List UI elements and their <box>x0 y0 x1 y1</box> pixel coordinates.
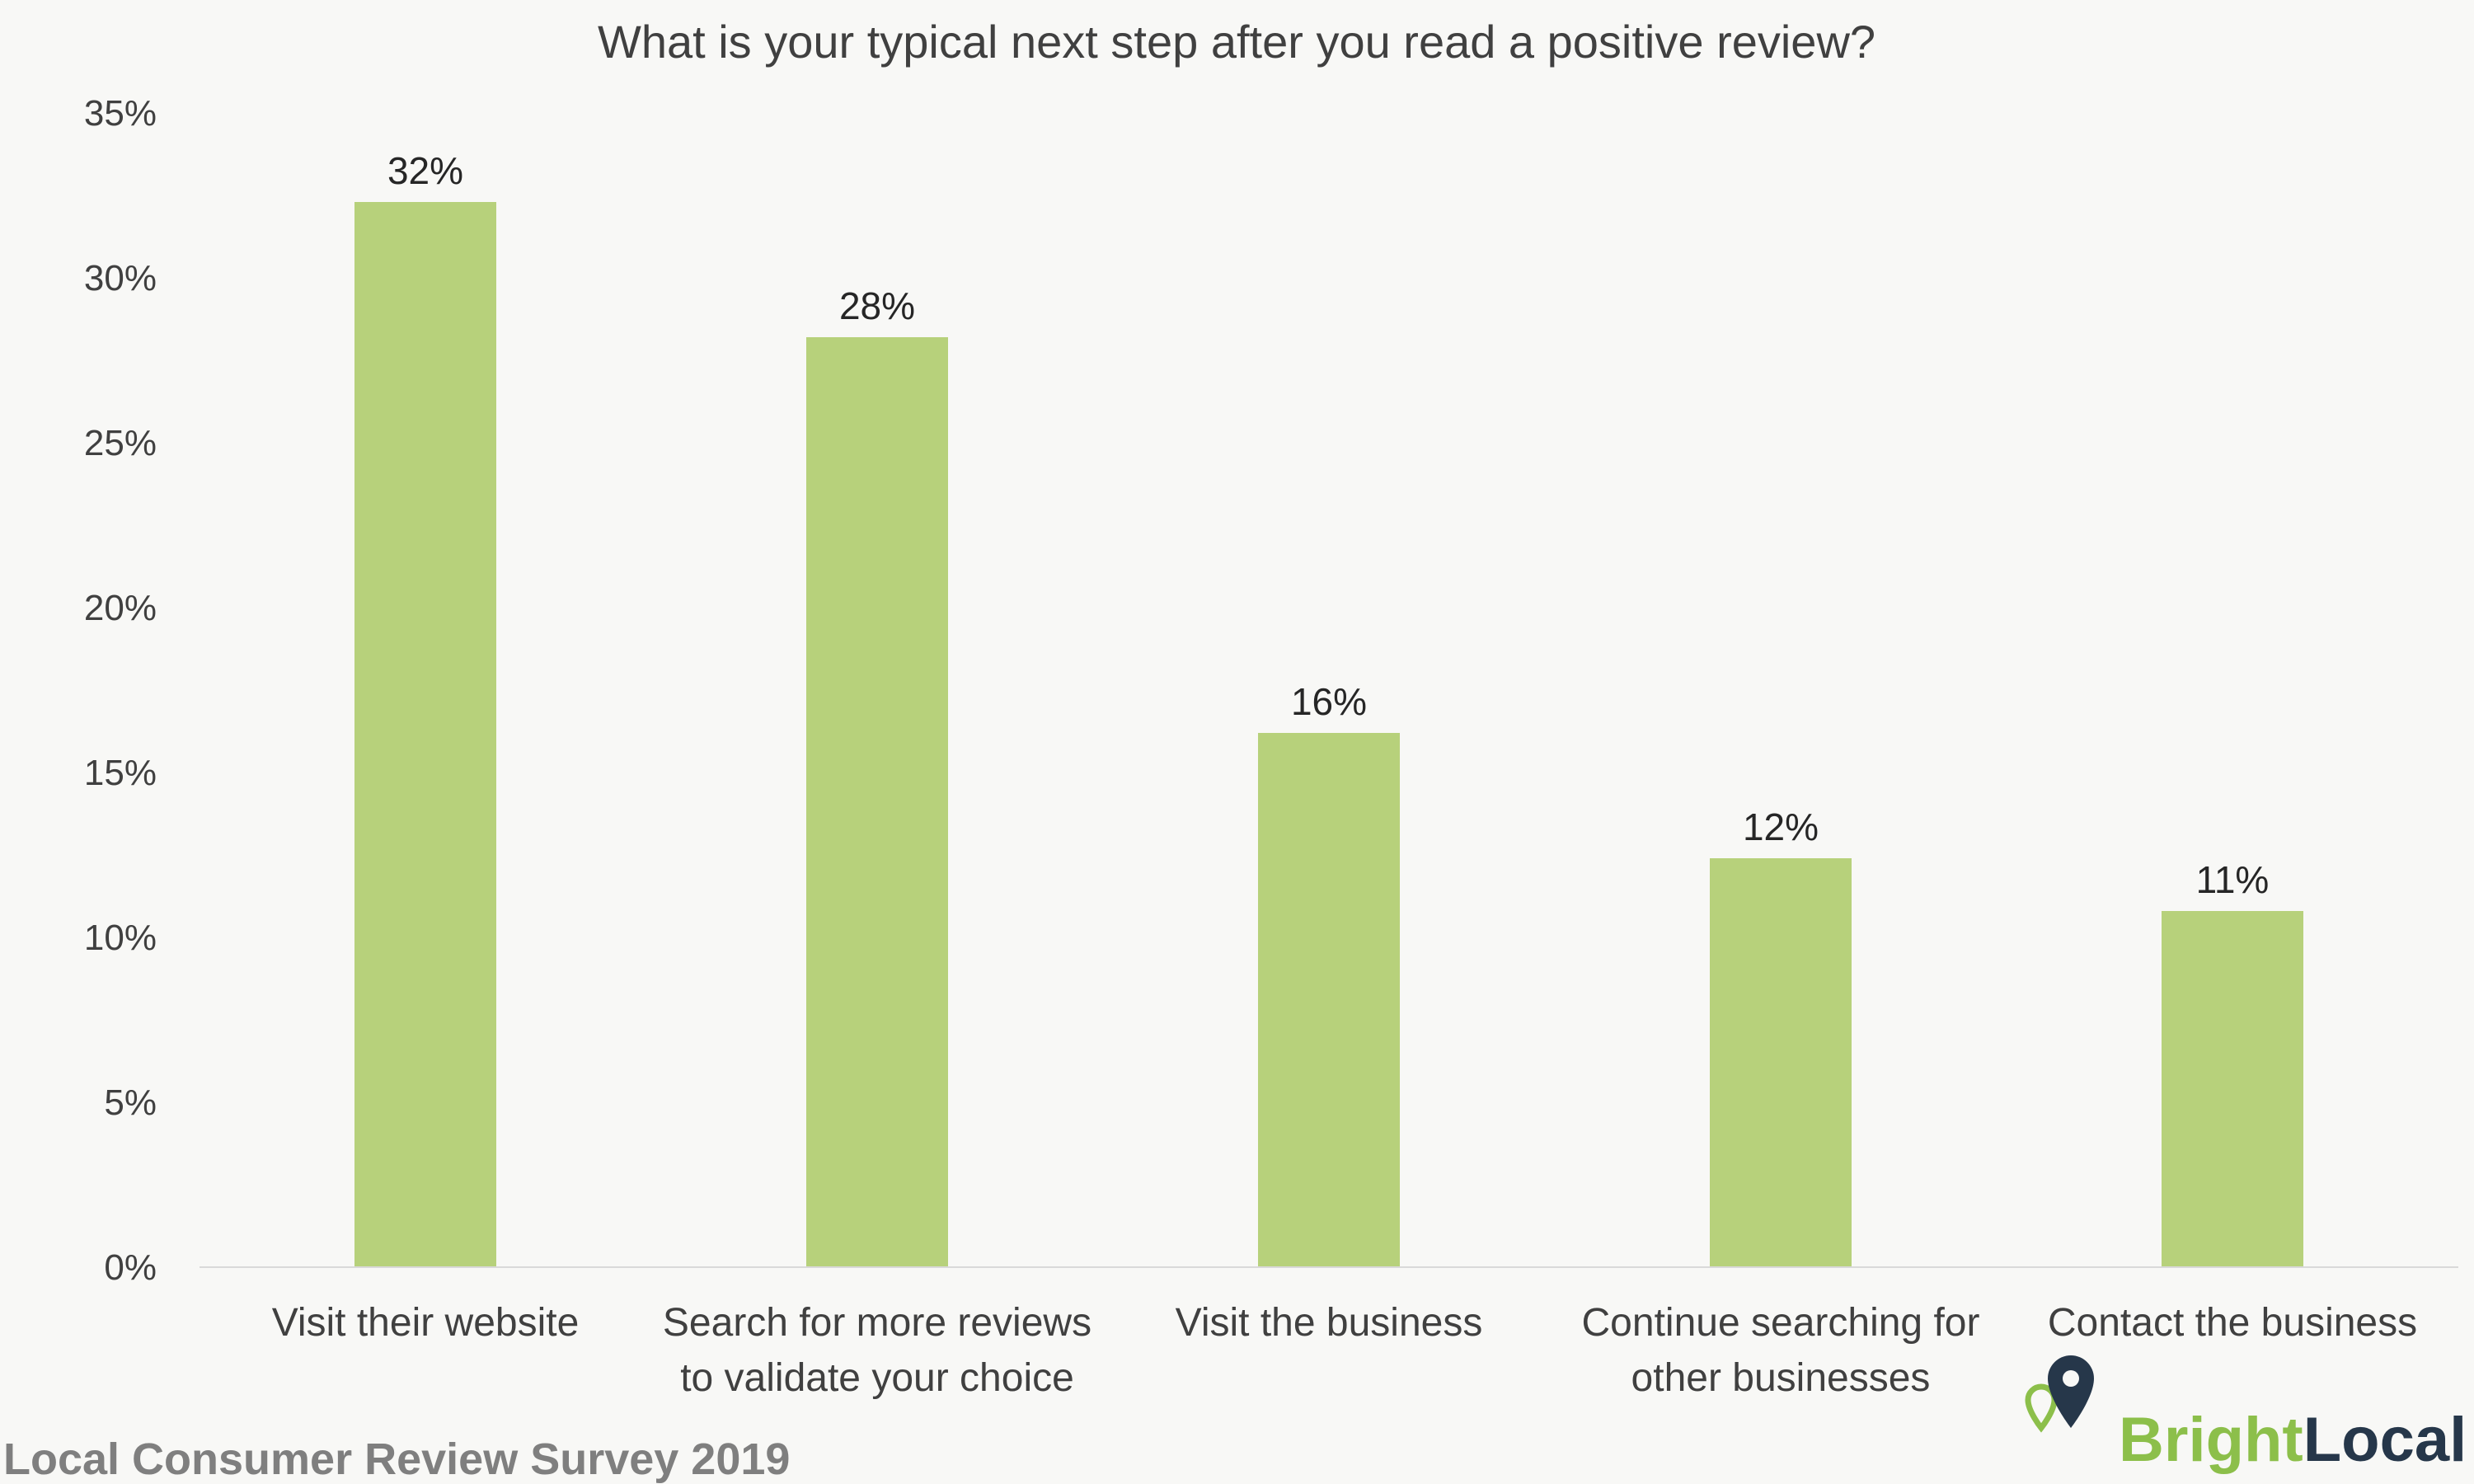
data-labels: 32% 28% 16% 12% 11% <box>387 149 2269 901</box>
x-category-label: Visit their website <box>272 1301 580 1345</box>
bar <box>1710 858 1852 1267</box>
brand-name-bright: Bright <box>2119 1405 2303 1475</box>
y-tick-label: 20% <box>84 588 157 628</box>
x-category-label: Contact the business <box>2048 1301 2417 1345</box>
y-tick-label: 0% <box>104 1247 157 1288</box>
x-category-label: Visit the business <box>1176 1301 1483 1345</box>
y-axis: 0% 5% 10% 15% 20% 25% 30% 35% <box>84 93 157 1288</box>
y-tick-label: 5% <box>104 1082 157 1123</box>
bar <box>2162 911 2303 1267</box>
bar <box>1258 733 1400 1267</box>
chart-title: What is your typical next step after you… <box>598 16 1875 68</box>
y-tick-label: 30% <box>84 258 157 298</box>
bar <box>806 337 948 1267</box>
x-axis: Visit their website Search for more revie… <box>200 1266 2458 1400</box>
y-tick-label: 15% <box>84 753 157 793</box>
data-label: 32% <box>387 149 463 192</box>
brand-logo: BrightLocal <box>2025 1355 2467 1475</box>
y-tick-label: 10% <box>84 918 157 958</box>
x-category-label: Search for more reviews to validate your … <box>663 1301 1091 1400</box>
data-label: 11% <box>2196 858 2270 901</box>
data-label: 16% <box>1291 680 1367 723</box>
y-tick-label: 25% <box>84 423 157 463</box>
map-pin-icon <box>2025 1355 2094 1433</box>
x-category-label: Continue searching for other businesses <box>1582 1301 1980 1400</box>
survey-footer: Local Consumer Review Survey 2019 <box>3 1435 790 1484</box>
brand-name-local: Local <box>2303 1405 2467 1475</box>
data-label: 12% <box>1743 805 1819 848</box>
bar <box>354 202 496 1267</box>
bars <box>354 202 2303 1267</box>
svg-text:BrightLocal: BrightLocal <box>2119 1405 2467 1475</box>
data-label: 28% <box>839 284 915 327</box>
y-tick-label: 35% <box>84 93 157 134</box>
